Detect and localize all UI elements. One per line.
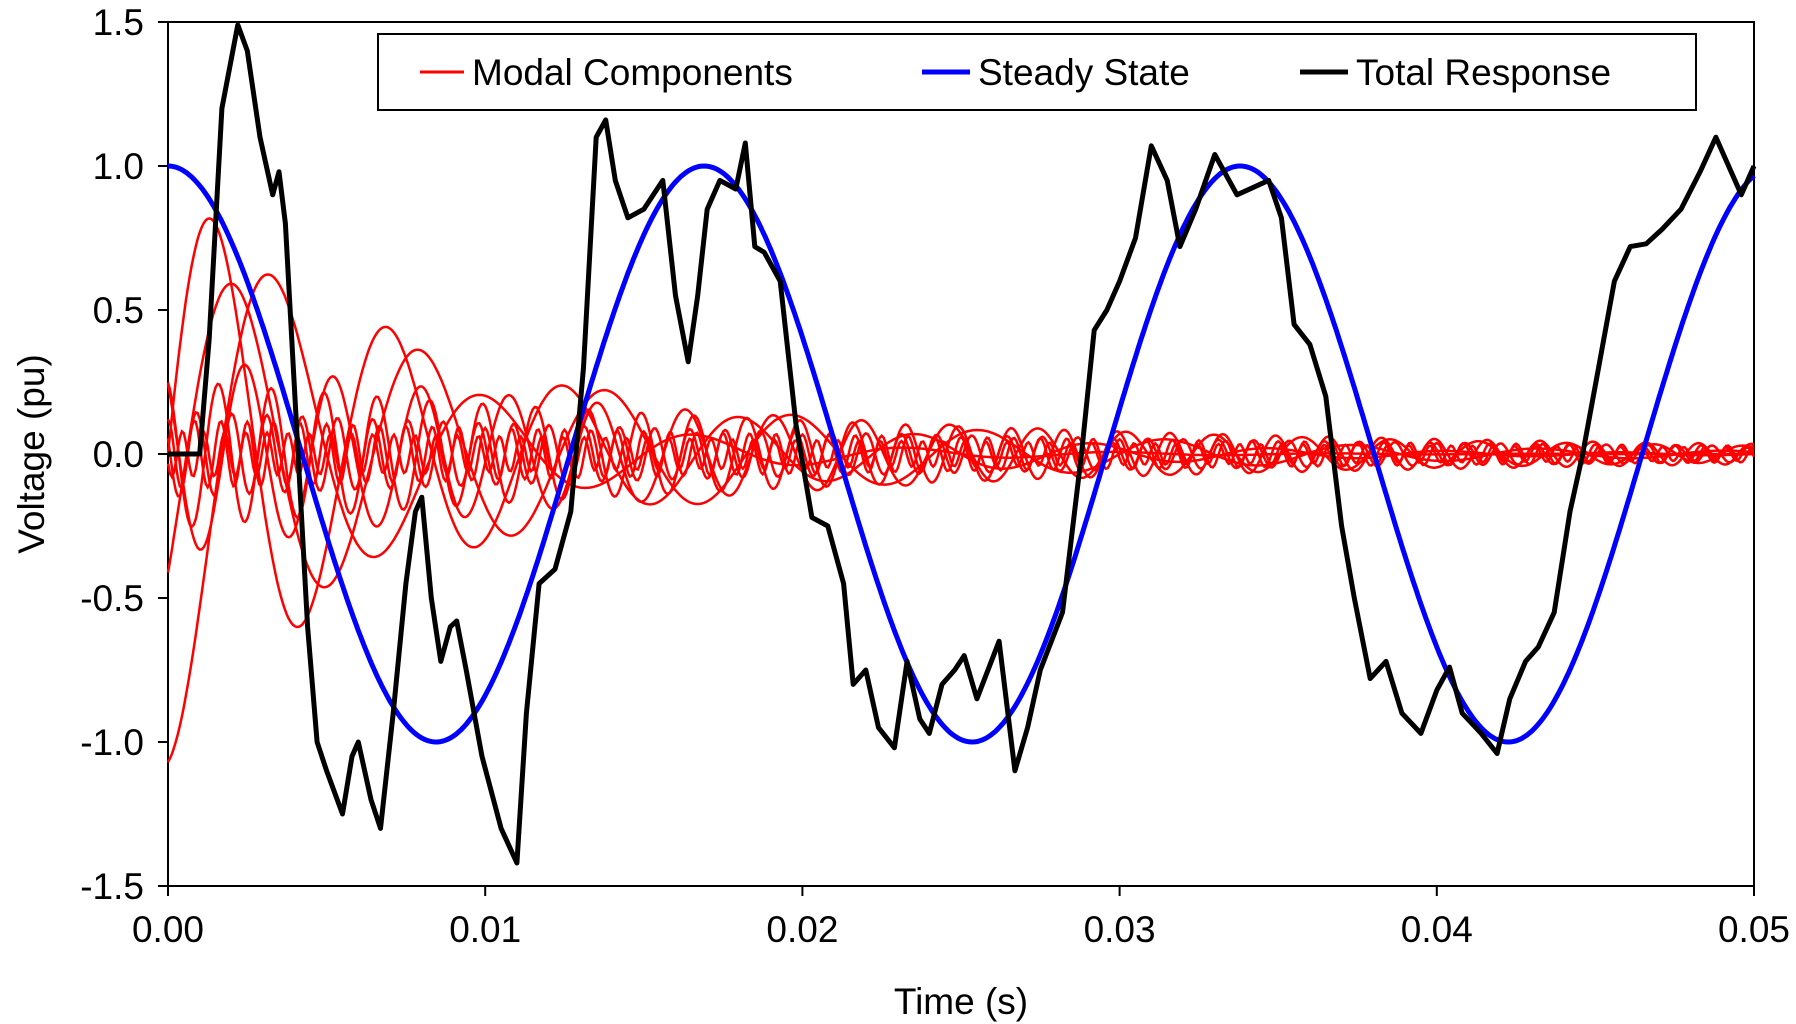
x-tick-label: 0.04 bbox=[1401, 909, 1473, 950]
modal-component-line bbox=[166, 410, 1755, 498]
y-tick-label: 1.0 bbox=[93, 146, 144, 187]
axes-layer: 0.00 0.01 0.02 0.03 0.04 0.05 1.5 1.0 0.5 0.0 -0.5… bbox=[80, 2, 1790, 950]
legend: Modal Components Steady State Total Resp… bbox=[377, 33, 1697, 111]
x-tick-label: 0.03 bbox=[1084, 909, 1156, 950]
x-tick-label: 0.02 bbox=[766, 909, 838, 950]
y-tick-label: 0.5 bbox=[93, 290, 144, 331]
modal-component-line bbox=[166, 428, 1756, 480]
x-tick-label: 0.00 bbox=[132, 909, 204, 950]
legend-label-steady: Steady State bbox=[978, 52, 1190, 93]
modal-component-line bbox=[166, 363, 1755, 551]
y-axis-title: Voltage (pu) bbox=[11, 354, 52, 554]
y-tick-label: -1.5 bbox=[80, 866, 144, 907]
legend-box bbox=[377, 33, 1697, 111]
modal-component-line bbox=[166, 382, 1755, 529]
x-tick-label: 0.01 bbox=[449, 909, 521, 950]
y-tick-label: 1.5 bbox=[93, 2, 144, 43]
series-layer bbox=[166, 22, 1757, 866]
legend-label-total: Total Response bbox=[1356, 52, 1611, 93]
steady-state-line bbox=[167, 163, 1756, 745]
y-tick-label: -0.5 bbox=[80, 578, 144, 619]
legend-label-modal: Modal Components bbox=[472, 52, 793, 93]
x-tick-label: 0.05 bbox=[1718, 909, 1790, 950]
x-axis-title: Time (s) bbox=[894, 981, 1028, 1022]
total-response-line bbox=[168, 22, 1757, 866]
y-tick-label: 0.0 bbox=[93, 434, 144, 475]
y-tick-label: -1.0 bbox=[80, 722, 144, 763]
modal-component-line bbox=[166, 418, 1755, 490]
